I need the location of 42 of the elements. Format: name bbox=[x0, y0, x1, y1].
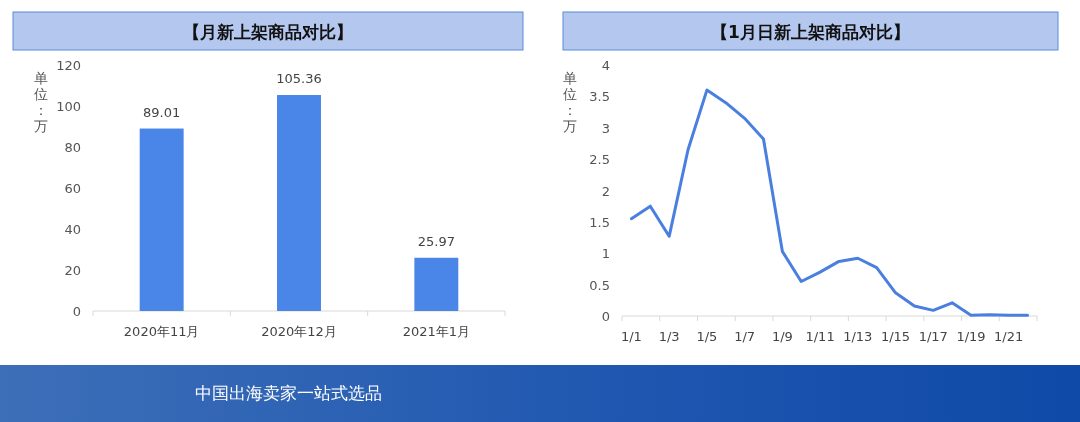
x-tick-label: 1/1 bbox=[620, 329, 642, 344]
x-tick-label: 1/19 bbox=[956, 329, 986, 344]
bar bbox=[139, 128, 184, 311]
y-tick-label: 4 bbox=[601, 58, 610, 73]
x-tick-label: 1/17 bbox=[918, 329, 948, 344]
x-tick-label: 1/7 bbox=[734, 329, 756, 344]
x-tick-label: 2021年1月 bbox=[402, 324, 471, 339]
y-tick-label: 120 bbox=[56, 58, 81, 73]
y-tick-label: 3 bbox=[601, 120, 610, 136]
y-tick-label: 2.5 bbox=[589, 152, 610, 168]
x-tick-label: 2020年11月 bbox=[123, 324, 200, 339]
bar bbox=[277, 95, 321, 311]
y-tick-label: 2 bbox=[601, 183, 610, 199]
x-tick-label: 1/9 bbox=[771, 329, 793, 344]
chart-title: 【1月日新上架商品对比】 bbox=[711, 22, 910, 42]
x-tick-label: 1/13 bbox=[843, 329, 873, 344]
x-tick-label: 2020年12月 bbox=[261, 324, 337, 339]
y-tick-label: 20 bbox=[64, 263, 81, 278]
line-series bbox=[629, 88, 1030, 317]
y-tick-label: 60 bbox=[64, 181, 81, 196]
y-tick-label: 1.5 bbox=[589, 214, 610, 230]
y-tick-label: 0.5 bbox=[589, 277, 610, 293]
text: 中国出海卖家一站式选品 bbox=[195, 382, 382, 405]
y-tick-label: 3.5 bbox=[589, 89, 610, 105]
y-axis-title: 单位：万 bbox=[563, 70, 577, 134]
data-label: 25.97 bbox=[417, 233, 455, 249]
y-tick-label: 80 bbox=[64, 140, 81, 155]
x-tick-label: 1/15 bbox=[880, 329, 911, 344]
bar bbox=[414, 257, 459, 311]
y-tick-label: 1 bbox=[601, 246, 610, 262]
y-tick-label: 0 bbox=[601, 309, 610, 324]
y-axis-title: 单位：万 bbox=[34, 70, 48, 134]
x-tick-label: 1/11 bbox=[805, 329, 835, 344]
y-tick-label: 40 bbox=[64, 222, 81, 237]
x-tick-label: 1/5 bbox=[696, 329, 718, 344]
data-label: 89.01 bbox=[143, 104, 181, 120]
y-tick-label: 100 bbox=[56, 99, 81, 114]
x-tick-label: 1/21 bbox=[994, 329, 1024, 344]
data-label: 105.36 bbox=[276, 71, 322, 87]
x-tick-label: 1/3 bbox=[658, 329, 680, 344]
chart-title: 【月新上架商品对比】 bbox=[183, 22, 353, 42]
y-tick-label: 0 bbox=[72, 304, 81, 319]
